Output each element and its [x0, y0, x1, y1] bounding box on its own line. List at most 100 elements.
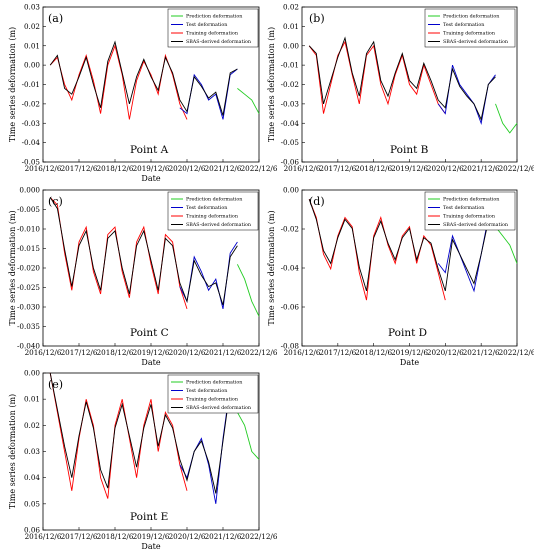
legend-entry: SBAS-derived deformation	[186, 222, 251, 228]
legend: Prediction deformation Test deformation Tr…	[424, 191, 516, 231]
x-axis-label: Date	[400, 358, 419, 367]
chart-panel-c: 2016/12/6 2017/12/6 2018/12/6 2019/12/6 2020…	[8, 186, 278, 368]
legend-entry: Test deformation	[186, 388, 227, 394]
x-tick-label: 2016/12/6	[25, 348, 62, 357]
series-line-test-deformation	[179, 241, 238, 310]
series-line-prediction-deformation	[237, 88, 260, 114]
panel-label: (d)	[309, 195, 325, 208]
y-tick-label: -0.010	[17, 225, 40, 234]
x-tick-label: 2017/12/6	[319, 164, 356, 173]
x-tick-label: 2021/12/6	[205, 348, 242, 357]
point-label: Point E	[130, 511, 168, 523]
legend-entry: Prediction deformation	[443, 197, 499, 203]
x-tick-label: 2019/12/6	[391, 164, 428, 173]
x-tick-label: 2018/12/6	[97, 348, 134, 357]
y-tick-label: 0.00	[283, 41, 299, 50]
y-tick-label: -0.04	[281, 264, 300, 273]
legend-entry: Test deformation	[443, 22, 484, 28]
x-tick-label: 2020/12/6	[427, 164, 464, 173]
x-tick-label: 2021/12/6	[205, 164, 242, 173]
y-tick-label: 0.00	[283, 186, 299, 195]
chart-panel-d: 2016/12/62017/12/62018/12/62019/12/62020…	[267, 186, 534, 368]
legend-entry: Training deformation	[186, 214, 238, 220]
legend-entry: Test deformation	[186, 22, 227, 28]
legend: Prediction deformation Test deformation Tr…	[167, 191, 259, 231]
chart-panel-b: 2016/12/62017/12/62018/12/62019/12/62020…	[267, 3, 534, 174]
y-tick-label: 0.00	[24, 369, 40, 378]
y-tick-label: -0.02	[281, 225, 299, 234]
y-tick-label: -0.08	[281, 342, 300, 351]
series-line-sbas-derived-deformation	[49, 40, 238, 116]
chart-panel-e: 2016/12/6 2017/12/6 2018/12/6 2019/12/6 2020…	[8, 369, 278, 550]
panel-label: (b)	[309, 12, 325, 25]
panel-label: (a)	[48, 12, 63, 25]
y-tick-label: 0.000	[19, 186, 40, 195]
y-axis-label: Time series deformation (m)	[8, 394, 17, 509]
x-tick-label: 2020/12/6	[169, 164, 206, 173]
series-line-prediction-deformation	[495, 226, 518, 264]
legend-entry: Prediction deformation	[186, 380, 242, 386]
y-axis-label: Time series deformation (m)	[8, 27, 17, 142]
series-line-sbas-derived-deformation	[308, 36, 496, 121]
point-label: Point D	[388, 327, 427, 339]
y-tick-label: -0.02	[22, 99, 40, 108]
x-tick-label: 2019/12/6	[133, 164, 170, 173]
series-line-prediction-deformation	[495, 103, 518, 134]
series-line-sbas-derived-deformation	[308, 199, 496, 292]
y-tick-label: -0.03	[22, 119, 41, 128]
legend-entry: Prediction deformation	[443, 14, 499, 20]
y-axis-label: Time series deformation (m)	[8, 210, 17, 325]
y-tick-label: -0.040	[17, 342, 40, 351]
y-tick-label: 0.00	[24, 61, 40, 70]
x-tick-label: 2017/12/6	[61, 164, 98, 173]
y-tick-label: 0.05	[24, 499, 40, 508]
y-tick-label: 0.01	[24, 395, 40, 404]
legend: Prediction deformation Test deformation Tr…	[424, 8, 516, 48]
x-tick-label: 2022/12/6	[499, 164, 534, 173]
series-line-training-deformation	[49, 197, 188, 310]
y-tick-label: -0.06	[281, 158, 300, 167]
y-tick-label: 0.02	[283, 3, 299, 12]
legend-entry: SBAS-derived deformation	[186, 39, 251, 45]
y-tick-label: -0.015	[17, 244, 40, 253]
x-tick-label: 2017/12/6	[61, 348, 98, 357]
chart-panel-a: 2016/12/6 2017/12/6 2018/12/6 2019/12/6 2020…	[8, 3, 278, 184]
x-tick-label: 2022/12/6	[241, 164, 278, 173]
y-tick-label: 0.03	[24, 447, 40, 456]
x-tick-label: 2021/12/6	[463, 348, 500, 357]
x-tick-label: 2022/12/6	[241, 348, 278, 357]
y-tick-label: -0.05	[22, 158, 41, 167]
y-tick-label: -0.05	[281, 138, 300, 147]
y-tick-label: -0.04	[22, 138, 41, 147]
x-tick-label: 2016/12/6	[25, 164, 62, 173]
legend-box	[167, 374, 259, 414]
x-tick-label: 2016/12/6	[284, 164, 321, 173]
legend-entry: SBAS-derived deformation	[443, 39, 508, 45]
legend: Prediction deformation Test deformation Tr…	[167, 374, 259, 414]
series-line-prediction-deformation	[236, 264, 260, 317]
y-tick-label: -0.03	[281, 99, 300, 108]
legend-box	[167, 8, 259, 48]
x-tick-label: 2020/12/6	[169, 532, 206, 541]
series-line-sbas-derived-deformation	[49, 197, 238, 306]
x-tick-label: 2016/12/6	[25, 532, 62, 541]
x-tick-label: 2020/12/6	[169, 348, 206, 357]
legend-box	[424, 8, 516, 48]
series-line-test-deformation	[179, 68, 238, 120]
y-tick-label: -0.030	[17, 303, 40, 312]
y-tick-label: 0.04	[24, 473, 40, 482]
legend-entry: Training deformation	[186, 31, 238, 37]
x-tick-label: 2017/12/6	[61, 532, 98, 541]
legend-entry: Training deformation	[186, 397, 238, 403]
x-tick-label: 2021/12/6	[463, 164, 500, 173]
legend-entry: Training deformation	[443, 214, 495, 220]
point-label: Point B	[390, 144, 429, 156]
y-tick-label: 0.02	[24, 421, 40, 430]
y-tick-label: 0.01	[283, 22, 299, 31]
point-label: Point C	[130, 327, 169, 339]
x-tick-label: 2020/12/6	[427, 348, 464, 357]
series-line-test-deformation	[437, 64, 496, 125]
y-tick-label: -0.02	[281, 80, 299, 89]
legend-box	[424, 191, 516, 231]
x-tick-label: 2022/12/6	[499, 348, 534, 357]
